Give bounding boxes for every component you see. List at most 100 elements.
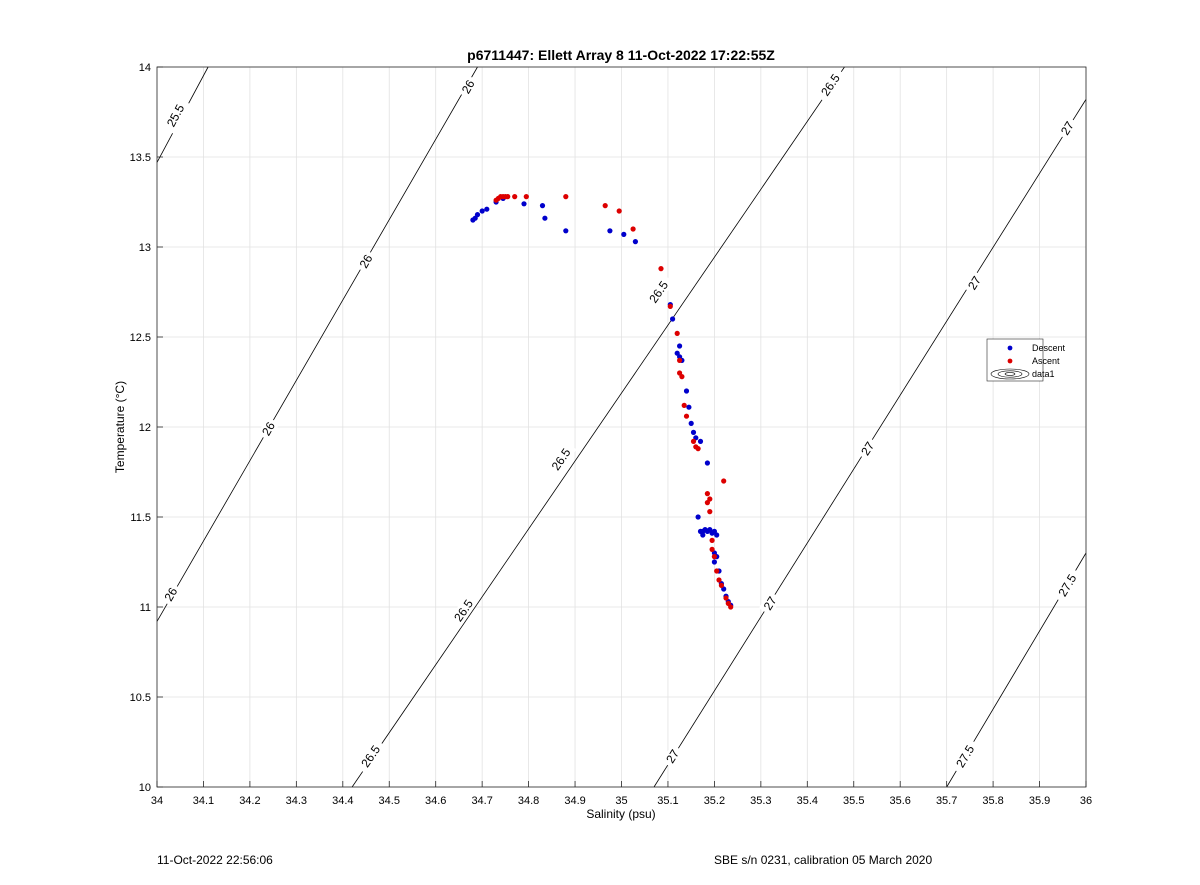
legend-ascent-label: Ascent bbox=[1032, 356, 1060, 366]
x-tick-label: 35.2 bbox=[704, 795, 725, 807]
descent-point bbox=[479, 208, 485, 214]
ascent-point bbox=[677, 357, 683, 363]
descent-point bbox=[688, 420, 694, 426]
ascent-point bbox=[709, 546, 715, 553]
contour-label-group: 26 bbox=[257, 416, 280, 441]
contour-label-group: 27 bbox=[856, 436, 879, 461]
contour-label-mask bbox=[457, 74, 480, 99]
contour-label-group: 27 bbox=[758, 591, 782, 616]
ascent-point bbox=[523, 194, 529, 200]
descent-point bbox=[621, 231, 627, 237]
x-tick-label: 34.3 bbox=[286, 795, 307, 807]
legend-contour-icon bbox=[990, 368, 1030, 380]
ascent-point bbox=[721, 478, 727, 484]
descent-point bbox=[670, 316, 676, 322]
density-contour-26.5 bbox=[351, 66, 845, 788]
contour-label-group: 27 bbox=[963, 270, 986, 296]
contour-label: 26 bbox=[259, 419, 278, 438]
ascent-point bbox=[695, 446, 701, 452]
descent-point bbox=[521, 201, 527, 207]
x-tick-label: 35.7 bbox=[936, 795, 957, 807]
descent-point bbox=[542, 215, 548, 221]
contour-label: 26 bbox=[459, 77, 478, 96]
ascent-point bbox=[690, 438, 697, 444]
ascent-point bbox=[630, 226, 636, 232]
ascent-point bbox=[616, 208, 622, 214]
contour-label-group: 26 bbox=[457, 74, 480, 99]
x-tick-label: 34 bbox=[151, 795, 163, 807]
y-tick-label: 13.5 bbox=[130, 152, 151, 164]
contour-label-mask bbox=[963, 270, 986, 296]
x-tick-label: 34.7 bbox=[471, 795, 492, 807]
ascent-point bbox=[667, 303, 673, 309]
legend-ascent-marker bbox=[1007, 358, 1013, 364]
ascent-point bbox=[658, 266, 664, 272]
descent-point bbox=[704, 460, 711, 466]
descent-point bbox=[700, 532, 706, 538]
ascent-point bbox=[716, 577, 722, 583]
contour-label-group: 27 bbox=[661, 744, 684, 769]
descent-point bbox=[690, 429, 697, 435]
contour-label-mask bbox=[856, 436, 879, 461]
x-tick-label: 34.9 bbox=[564, 795, 585, 807]
x-tick-label: 34.8 bbox=[518, 795, 539, 807]
descent-point bbox=[484, 206, 490, 212]
descent-point bbox=[683, 388, 690, 394]
descent-point bbox=[711, 559, 718, 565]
y-tick-label: 11 bbox=[140, 602, 151, 614]
ascent-point bbox=[505, 194, 511, 200]
contour-label-group: 26 bbox=[159, 582, 182, 607]
y-tick-label: 13 bbox=[139, 242, 151, 254]
contour-label-mask bbox=[643, 274, 675, 310]
x-tick-label: 35.1 bbox=[657, 795, 678, 807]
ascent-point bbox=[723, 595, 729, 601]
y-tick-label: 10 bbox=[139, 782, 151, 794]
ascent-point bbox=[711, 554, 718, 560]
x-tick-label: 34.5 bbox=[379, 795, 400, 807]
contour-label-mask bbox=[448, 592, 479, 629]
x-tick-label: 35.8 bbox=[982, 795, 1003, 807]
legend: Descent Ascent data1 bbox=[986, 338, 1066, 382]
descent-point bbox=[607, 228, 613, 234]
y-tick-label: 12.5 bbox=[130, 332, 151, 344]
ascent-point bbox=[674, 330, 680, 336]
chart-title: p6711447: Ellett Array 8 11-Oct-2022 17:… bbox=[467, 47, 775, 63]
x-tick-label: 34.6 bbox=[425, 795, 446, 807]
axis-ticks: 34 34.1 34.2 34.3 34.4 34.5 34.6 34.7 34.8 34.9 35… bbox=[130, 62, 1093, 807]
contour-label-mask bbox=[950, 738, 980, 775]
ascent-point bbox=[679, 374, 685, 380]
y-tick-label: 14 bbox=[139, 62, 151, 74]
legend-descent-marker bbox=[1007, 345, 1013, 351]
contour-label-group: 27 bbox=[1056, 116, 1079, 141]
contour-label-mask bbox=[1052, 567, 1083, 604]
x-tick-label: 35.4 bbox=[797, 795, 818, 807]
contour-label-mask bbox=[159, 582, 182, 607]
ascent-point bbox=[683, 413, 690, 419]
ascent-point bbox=[602, 203, 608, 209]
footer-timestamp: 11-Oct-2022 22:56:06 bbox=[157, 853, 273, 867]
x-tick-label: 34.1 bbox=[193, 795, 214, 807]
descent-point bbox=[697, 438, 704, 444]
contour-label-mask bbox=[354, 249, 378, 274]
contour-label-mask bbox=[1056, 116, 1079, 141]
ascent-point bbox=[709, 537, 715, 544]
descent-point bbox=[474, 212, 481, 218]
ascent-point bbox=[512, 194, 518, 200]
ascent-point bbox=[714, 568, 720, 574]
x-tick-label: 34.2 bbox=[239, 795, 260, 807]
ascent-point bbox=[681, 402, 687, 408]
y-axis-label: Temperature (°C) bbox=[113, 381, 127, 473]
density-contour-26 bbox=[156, 66, 478, 622]
data-points bbox=[470, 194, 734, 610]
contour-label: 26 bbox=[161, 585, 180, 604]
footer-calibration: SBE s/n 0231, calibration 05 March 2020 bbox=[714, 853, 933, 867]
ascent-point bbox=[707, 509, 713, 515]
x-tick-label: 35.3 bbox=[750, 795, 771, 807]
descent-point bbox=[695, 514, 701, 520]
descent-point bbox=[686, 404, 692, 410]
ascent-point bbox=[704, 491, 711, 497]
descent-point bbox=[563, 228, 569, 234]
legend-data1-label: data1 bbox=[1032, 369, 1055, 379]
x-tick-label: 35.9 bbox=[1029, 795, 1050, 807]
